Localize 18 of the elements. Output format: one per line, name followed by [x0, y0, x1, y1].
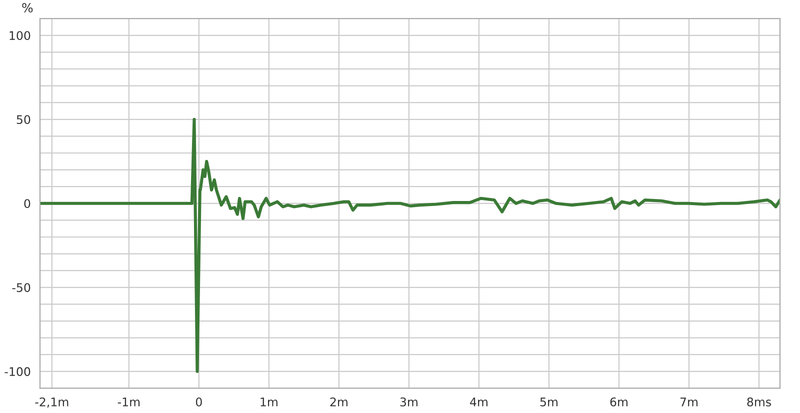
y-tick-label: -100: [4, 367, 30, 376]
x-tick-label: 1m: [260, 398, 278, 406]
x-tick-label: 3m: [400, 397, 418, 406]
y-tick-label: 100: [10, 31, 30, 40]
x-tick-label: 7m: [680, 398, 698, 406]
y-tick-label: -50: [12, 283, 30, 292]
x-tick-label: 4m: [470, 398, 488, 406]
x-tick-label: 5m: [540, 398, 558, 406]
x-tick-label: 2m: [330, 397, 348, 406]
x-tick-label: 8ms: [747, 397, 771, 406]
y-axis-title: %: [22, 3, 33, 12]
y-tick-label: 50: [16, 115, 30, 124]
x-tick-label: 0: [196, 397, 202, 406]
x-tick-label: -2,1m: [35, 397, 68, 408]
x-tick-label: 6m: [610, 397, 628, 406]
y-tick-label: 0: [24, 199, 30, 208]
x-tick-label: -1m: [118, 398, 140, 406]
line-series: [40, 118, 780, 373]
